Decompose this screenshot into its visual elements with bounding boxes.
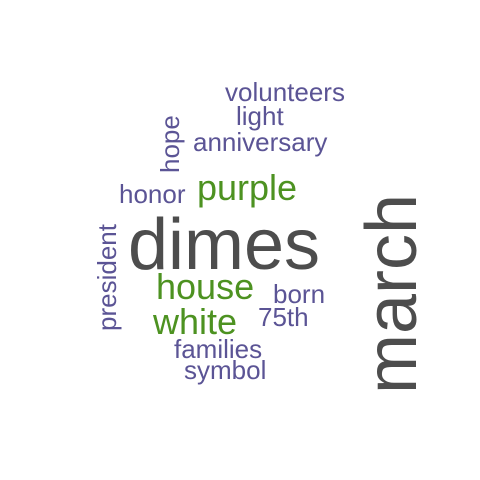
word-anniversary: anniversary — [193, 127, 328, 157]
word-march: march — [352, 193, 432, 394]
word-purple: purple — [197, 167, 298, 208]
word-honor: honor — [119, 179, 186, 209]
word-white: white — [153, 301, 238, 342]
word-75th: 75th — [258, 302, 309, 332]
word-house: house — [156, 266, 255, 307]
word-hope: hope — [155, 115, 185, 173]
word-president: president — [92, 224, 122, 331]
word-symbol: symbol — [184, 355, 267, 385]
word-families: families — [174, 334, 263, 364]
word-volunteers: volunteers — [225, 77, 345, 107]
word-born: born — [273, 279, 326, 309]
word-dimes: dimes — [128, 205, 321, 285]
word-light: light — [236, 101, 284, 131]
